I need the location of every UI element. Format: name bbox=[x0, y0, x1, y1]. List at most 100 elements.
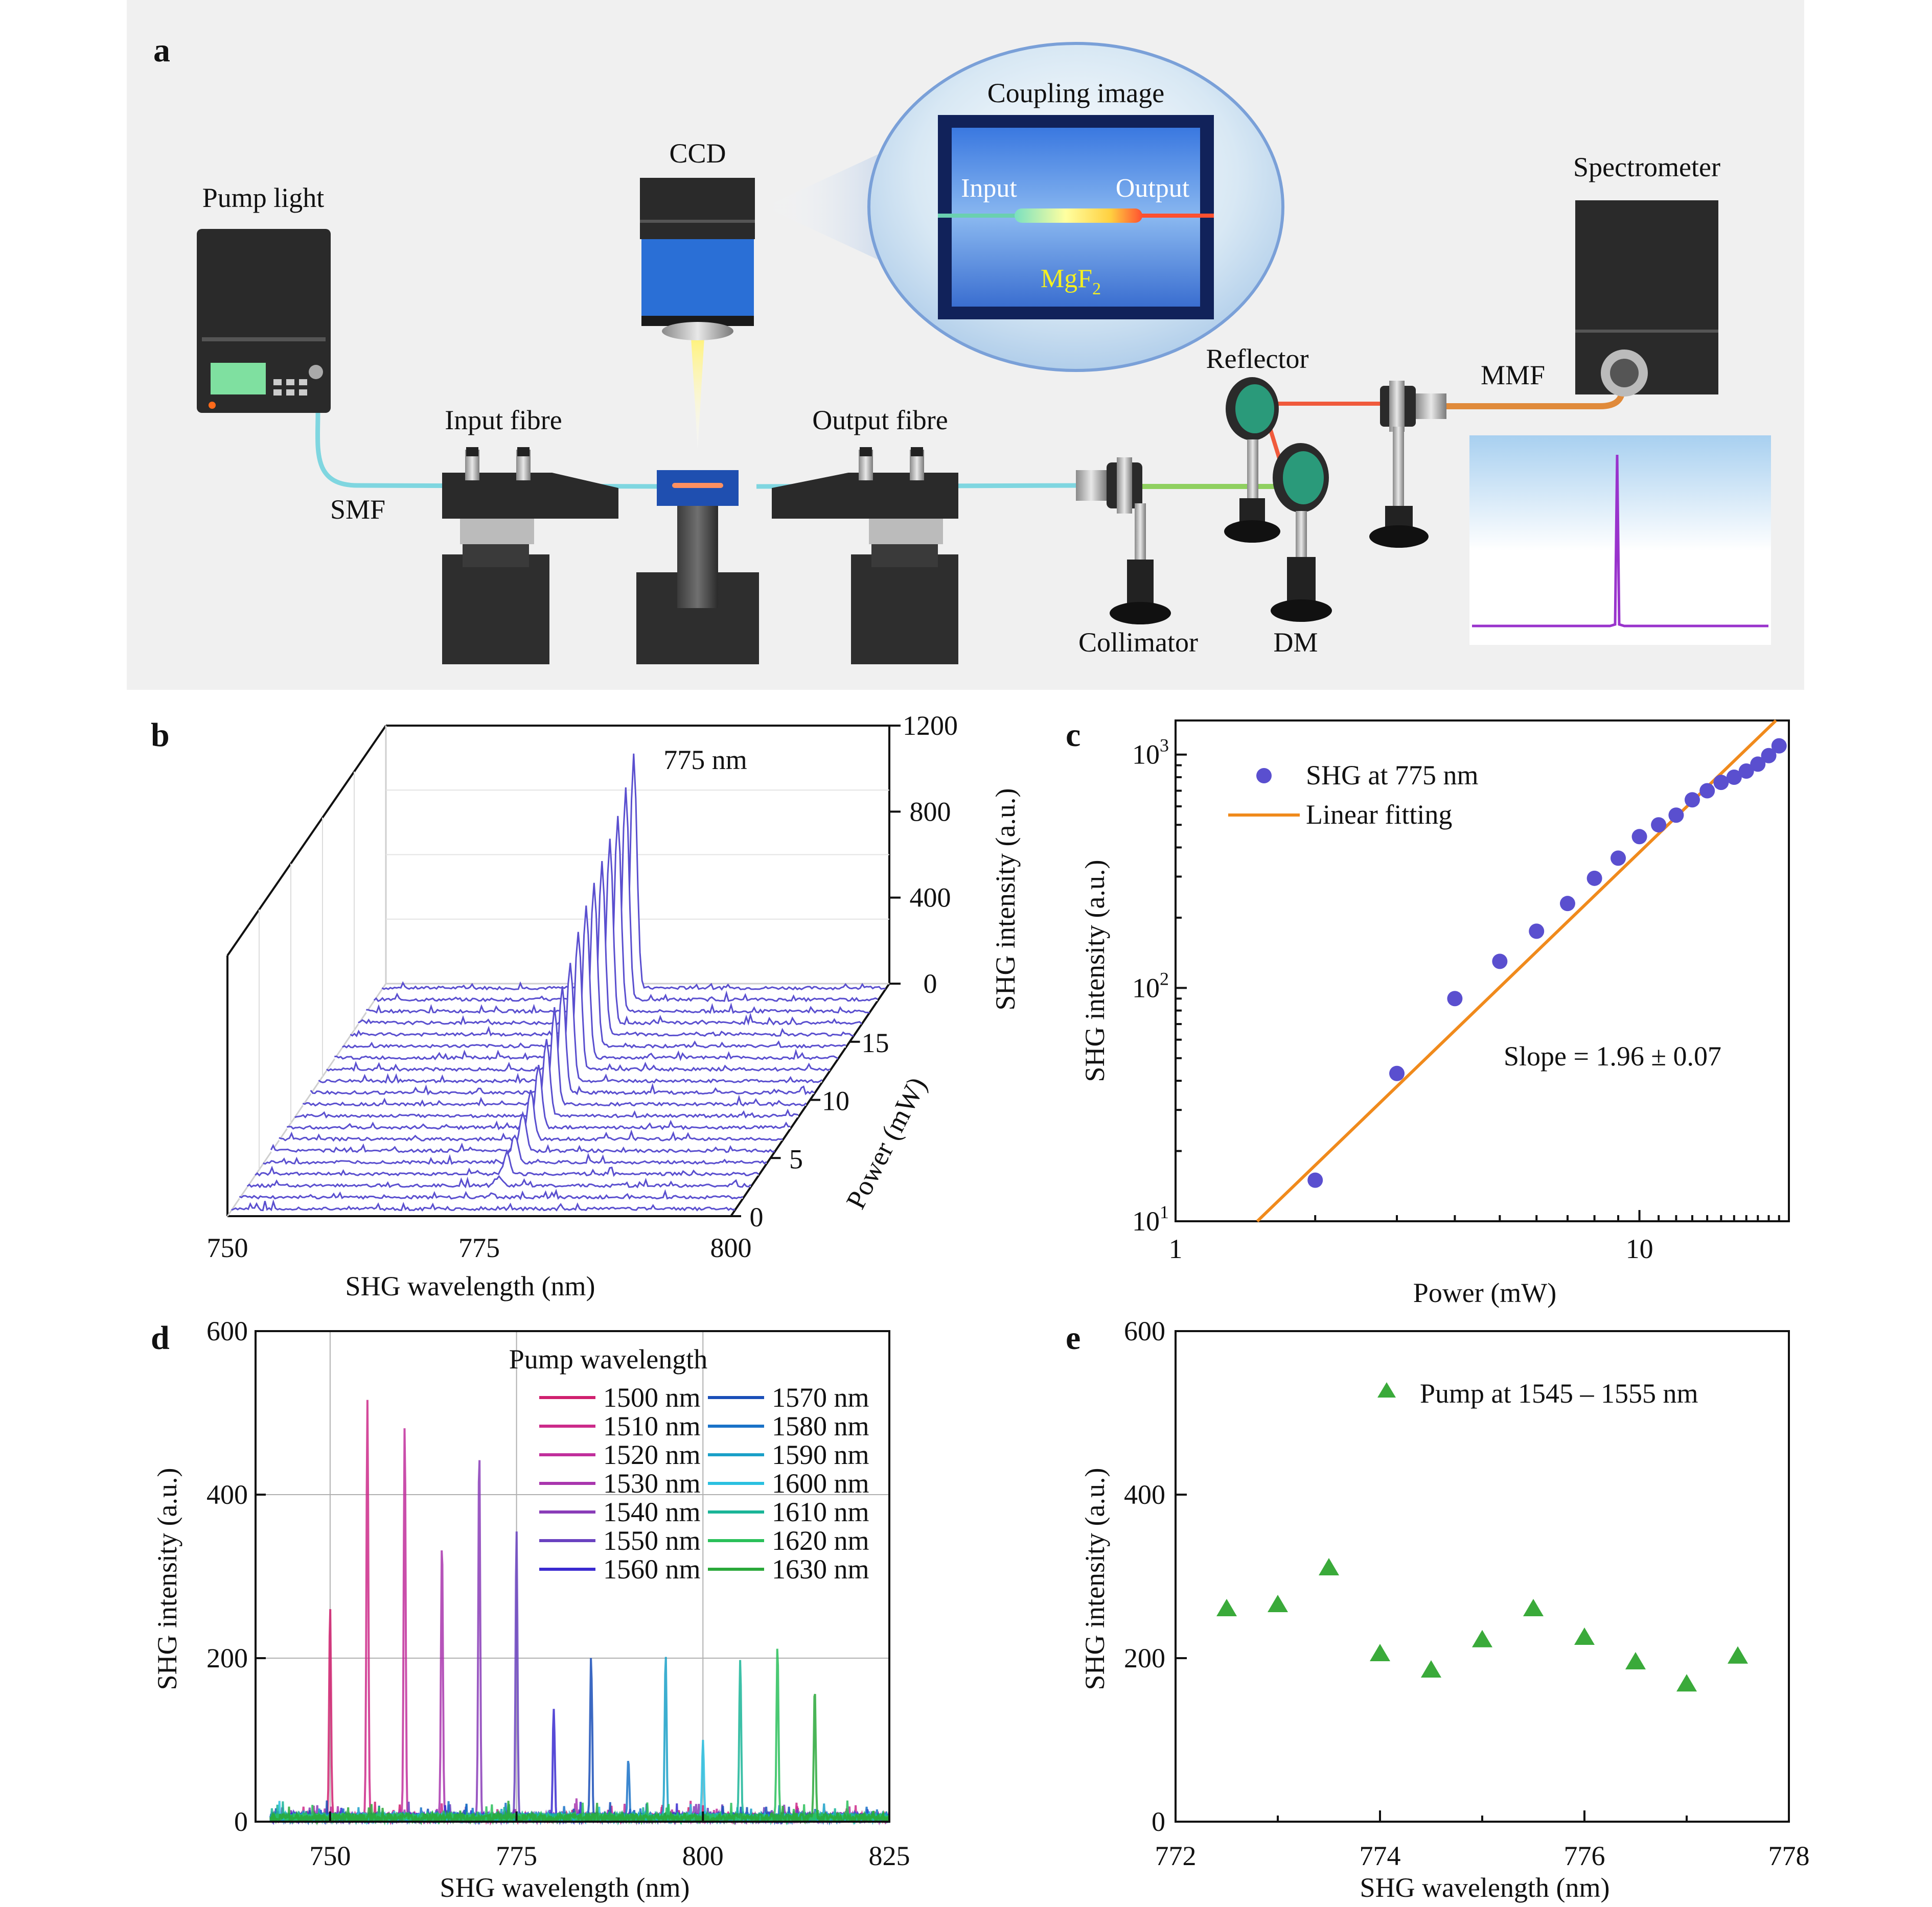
coupling-input-fibre bbox=[938, 214, 1020, 218]
legend-title: Pump wavelength bbox=[509, 1344, 707, 1375]
legend-entry: 1510 nm bbox=[603, 1411, 701, 1441]
waterfall-x-tick-label: 775 bbox=[458, 1232, 500, 1263]
legend-entry: 1570 nm bbox=[772, 1382, 869, 1413]
label-pump-light: Pump light bbox=[202, 182, 325, 213]
data-point bbox=[1216, 1599, 1237, 1616]
panel-d-x-tick-label: 825 bbox=[869, 1841, 910, 1871]
data-point bbox=[1389, 1065, 1405, 1081]
data-point bbox=[1472, 1630, 1492, 1647]
legend-label-shg: SHG at 775 nm bbox=[1306, 760, 1479, 790]
waterfall-trace bbox=[381, 753, 886, 991]
data-point bbox=[1370, 1644, 1390, 1661]
spectrum-trace bbox=[269, 1658, 890, 1826]
label-input-fibre: Input fibre bbox=[445, 405, 562, 435]
waterfall-trace bbox=[255, 1149, 760, 1177]
data-point bbox=[1523, 1599, 1544, 1616]
panel-c-ticks: 1 10 101 102 103 bbox=[1132, 735, 1780, 1264]
waterfall-trace bbox=[310, 986, 815, 1096]
legend-label-fit: Linear fitting bbox=[1306, 799, 1452, 830]
panel-e-x-tick-label: 772 bbox=[1155, 1841, 1197, 1871]
waterfall-trace bbox=[334, 905, 839, 1061]
legend-label-pump: Pump at 1545 – 1555 nm bbox=[1420, 1378, 1698, 1409]
panel-e-y-tick-label: 600 bbox=[1124, 1316, 1165, 1346]
panel-d-y-tick-label: 600 bbox=[206, 1316, 248, 1346]
waterfall-trace bbox=[302, 1007, 807, 1107]
waterfall-power-tick-label: 0 bbox=[750, 1202, 764, 1232]
panel-e-xlabel: SHG wavelength (nm) bbox=[1360, 1872, 1610, 1903]
waterfall-trace-fill bbox=[247, 1176, 751, 1188]
panel-e-x-tick-label: 776 bbox=[1564, 1841, 1605, 1871]
panel-d-frame bbox=[255, 1330, 890, 1823]
waterfall-trace-fill bbox=[334, 905, 838, 1059]
waterfall-x-tick-label: 750 bbox=[207, 1232, 248, 1263]
data-point bbox=[1726, 769, 1742, 785]
legend-entry: 1550 nm bbox=[603, 1525, 701, 1556]
legend-entry: 1630 nm bbox=[772, 1554, 869, 1585]
panel-e-scatter: e 772 774 776 778 0 200 400 600 Pump at 1545 – … bbox=[1066, 1316, 1810, 1903]
panel-d-x-tick-label: 750 bbox=[309, 1841, 351, 1871]
data-point bbox=[1319, 1558, 1339, 1575]
fibre-coupler bbox=[1369, 381, 1446, 548]
waterfall-trace-fill bbox=[263, 1135, 767, 1164]
panel-c-frame bbox=[1175, 719, 1790, 1222]
label-ccd: CCD bbox=[669, 138, 726, 169]
panel-c-x-tick-label: 1 bbox=[1169, 1234, 1183, 1264]
pump-light-device bbox=[197, 229, 331, 413]
ccd-camera bbox=[640, 178, 755, 340]
label-output: Output bbox=[1116, 174, 1190, 203]
spectrometer-device bbox=[1575, 200, 1718, 397]
label-output-fibre: Output fibre bbox=[812, 405, 948, 435]
panel-d-grid bbox=[256, 1331, 889, 1822]
panel-e-y-tick-label: 0 bbox=[1152, 1806, 1165, 1837]
panel-letter-b: b bbox=[151, 716, 170, 754]
waterfall-trace bbox=[366, 816, 870, 1014]
waterfall-trace-fill bbox=[366, 816, 870, 1013]
reflector bbox=[1224, 377, 1280, 543]
panel-e-x-tick-label: 774 bbox=[1360, 1841, 1401, 1871]
label-collimator: Collimator bbox=[1078, 627, 1198, 658]
data-point bbox=[1761, 748, 1777, 763]
label-coupling-image: Coupling image bbox=[987, 78, 1164, 108]
label-mmf: MMF bbox=[1481, 360, 1545, 390]
waterfall-power-tick-label: 15 bbox=[862, 1028, 889, 1058]
spectrum-trace bbox=[269, 1693, 890, 1826]
input-fibre-stage bbox=[442, 447, 618, 664]
spectrum-trace bbox=[270, 1660, 890, 1826]
waterfall-z-tick-label: 1200 bbox=[903, 710, 958, 741]
sample-stage bbox=[636, 470, 759, 664]
panel-d-y-tick-label: 0 bbox=[234, 1806, 248, 1837]
waterfall-z-tick-label: 0 bbox=[924, 968, 937, 999]
legend-entry: 1590 nm bbox=[772, 1439, 869, 1470]
panel-e-ticks: 772 774 776 778 0 200 400 600 bbox=[1124, 1316, 1810, 1871]
data-point bbox=[1699, 783, 1715, 799]
data-point bbox=[1447, 991, 1463, 1007]
label-input: Input bbox=[961, 174, 1017, 203]
label-mgf2: MgF2 bbox=[1041, 264, 1101, 298]
panel-letter-a: a bbox=[153, 32, 170, 69]
panel-d-x-tick-label: 775 bbox=[496, 1841, 537, 1871]
waterfall-x-tick-label: 800 bbox=[710, 1232, 752, 1263]
waterfall-trace bbox=[270, 1110, 775, 1153]
label-dm: DM bbox=[1273, 627, 1318, 658]
data-point bbox=[1574, 1627, 1595, 1645]
coupling-glow bbox=[1015, 208, 1142, 223]
data-point bbox=[1713, 775, 1729, 790]
legend-entry: 1530 nm bbox=[603, 1468, 701, 1499]
data-point bbox=[1268, 1595, 1288, 1612]
panel-e-y-tick-label: 200 bbox=[1124, 1643, 1165, 1673]
dichroic-mirror bbox=[1271, 443, 1332, 622]
waterfall-power-tick-label: 5 bbox=[789, 1144, 803, 1174]
panel-e-x-tick-label: 778 bbox=[1768, 1841, 1810, 1871]
label-smf: SMF bbox=[330, 494, 385, 525]
waterfall-zlabel: SHG intensity (a.u.) bbox=[990, 788, 1021, 1011]
panel-d-y-tick-label: 400 bbox=[206, 1479, 248, 1510]
waterfall-trace-fill bbox=[342, 882, 846, 1048]
collimator bbox=[1076, 457, 1171, 624]
waterfall-trace bbox=[279, 1089, 783, 1142]
waterfall-trace-fill bbox=[382, 753, 886, 990]
panel-e-ylabel: SHG intensity (a.u.) bbox=[1079, 1468, 1110, 1690]
panel-letter-e: e bbox=[1066, 1319, 1080, 1357]
spectrum-trace bbox=[269, 1609, 890, 1825]
